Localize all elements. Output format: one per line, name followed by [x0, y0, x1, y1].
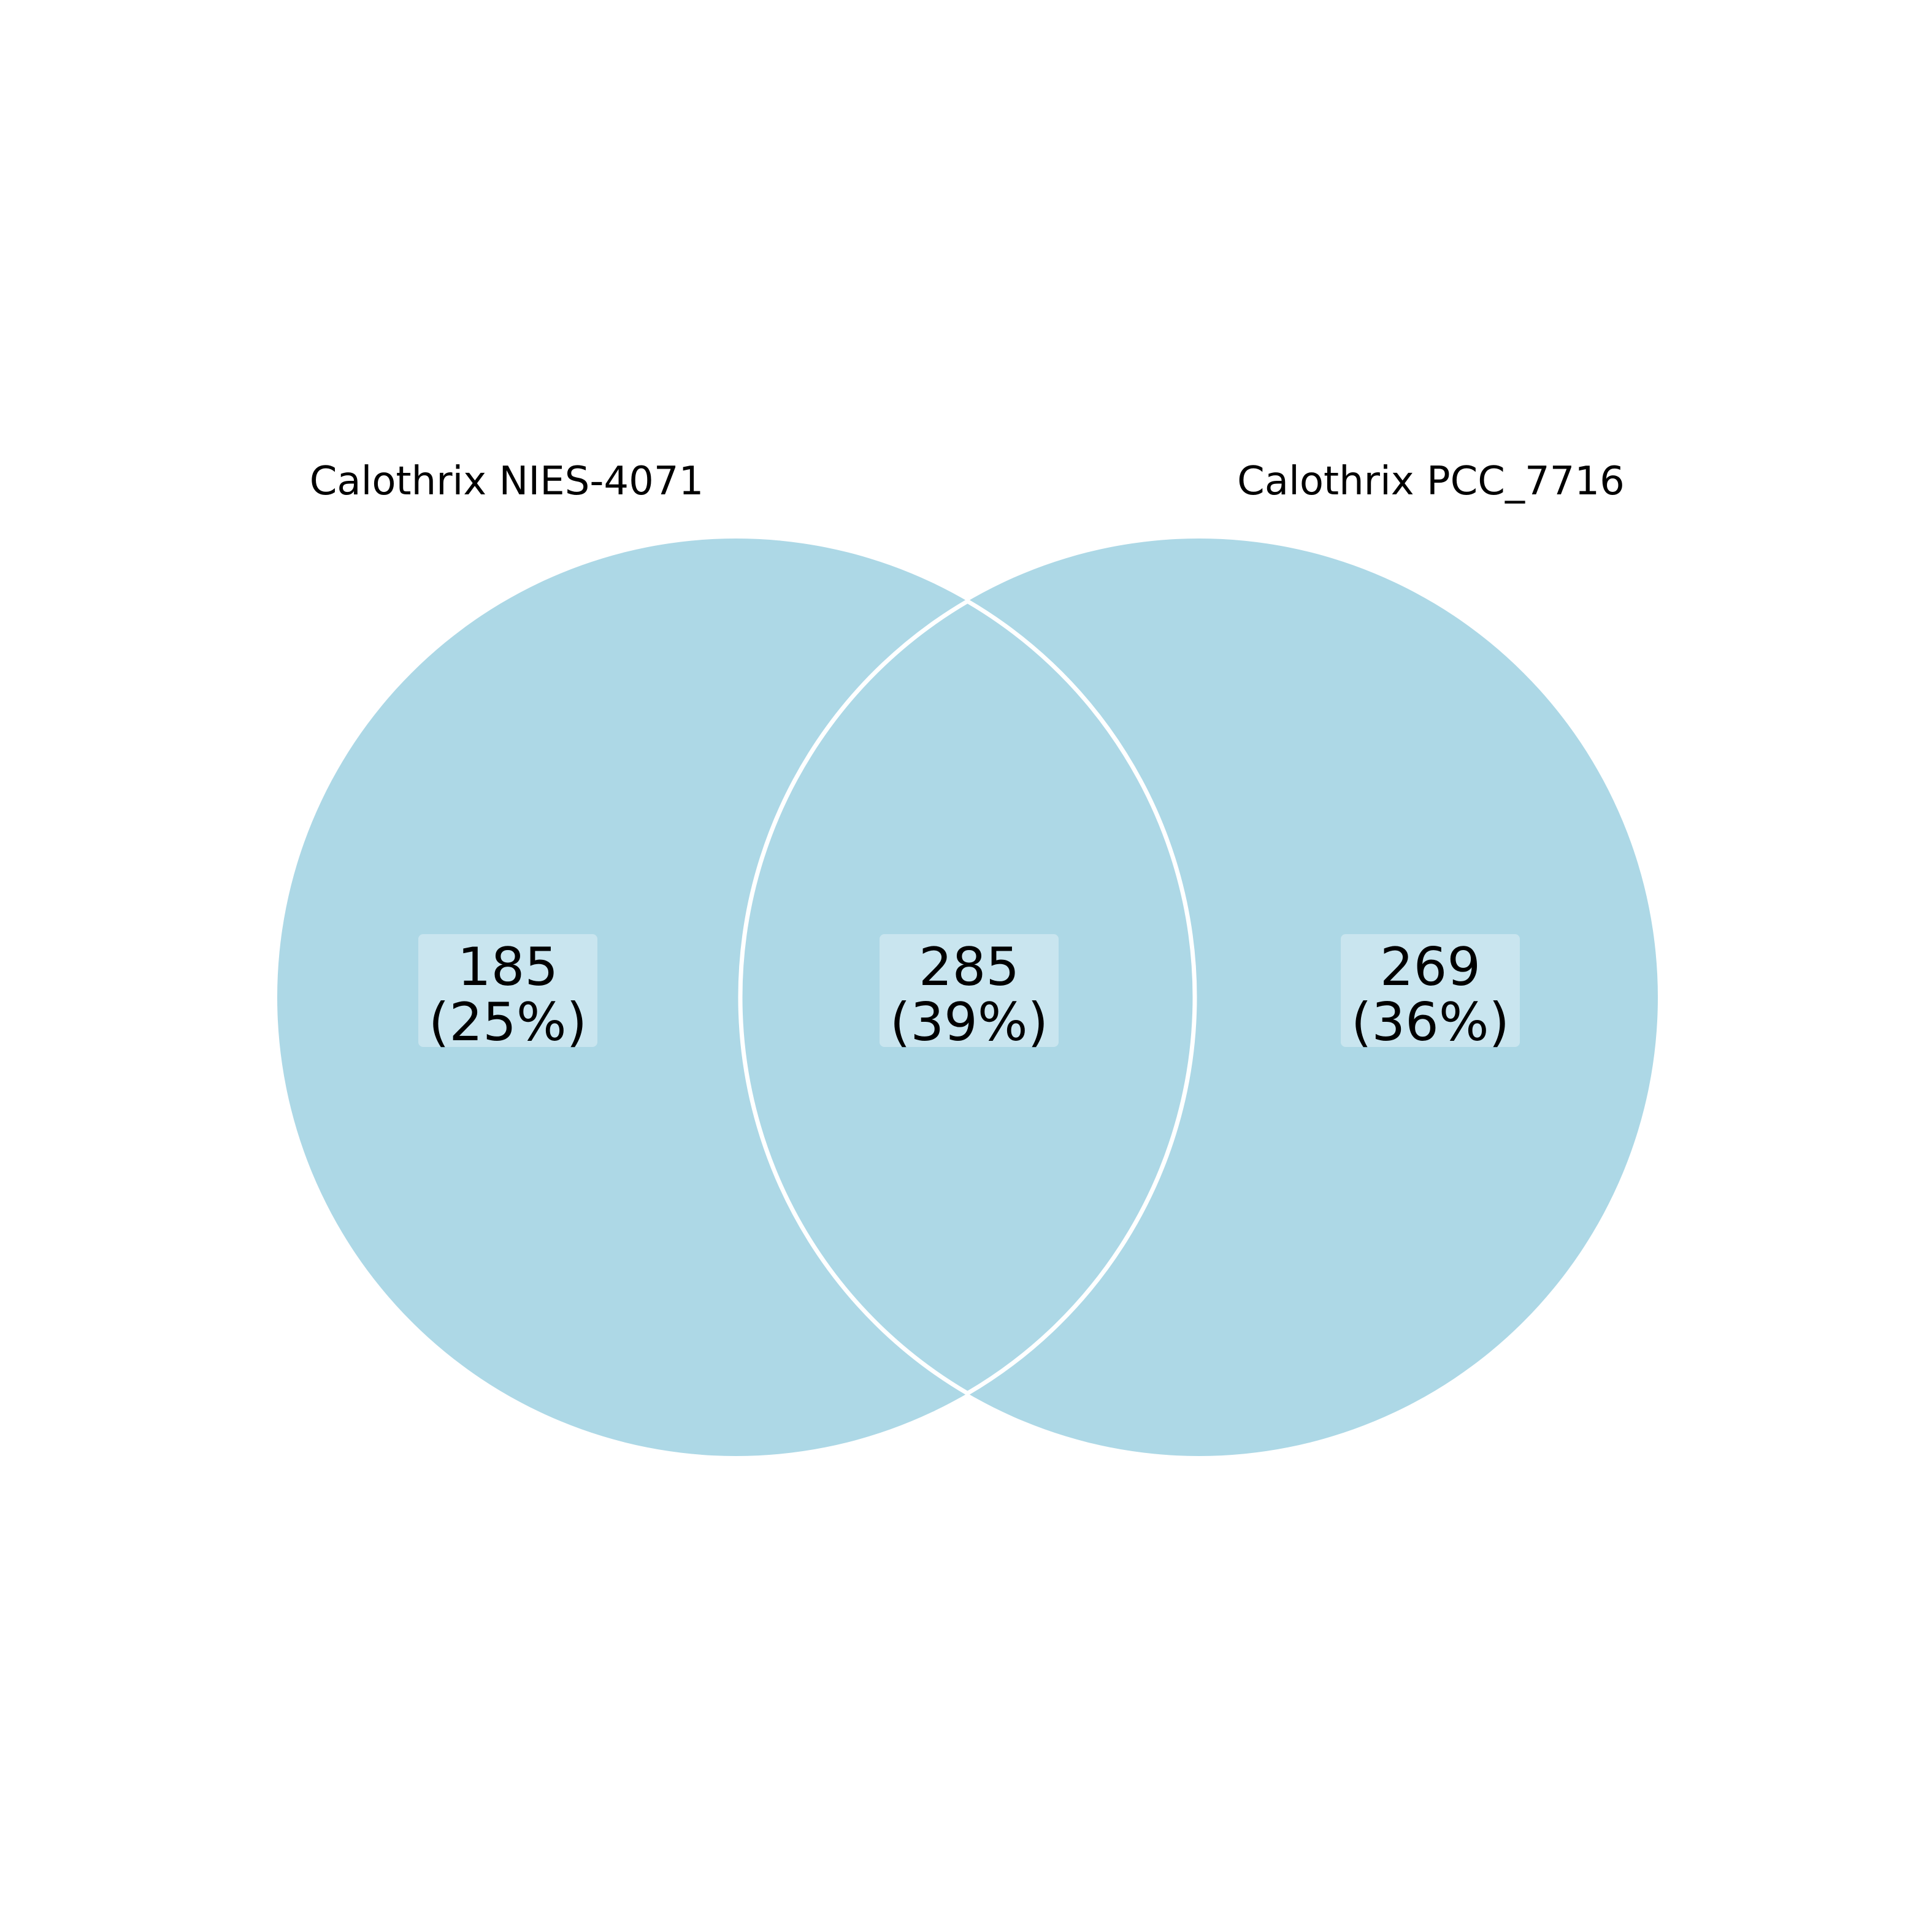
region-percent-right-only: (36%) — [1351, 992, 1509, 1053]
region-count-left-only: 185 — [458, 937, 558, 998]
region-right-only: 269 (36%) — [1341, 934, 1520, 1053]
region-label-box-right-only — [1341, 934, 1520, 1047]
set-label-left: Calothrix NIES-4071 — [310, 459, 704, 504]
region-percent-left-only: (25%) — [429, 992, 587, 1053]
region-shared: 285 (39%) — [880, 934, 1059, 1053]
region-count-shared: 285 — [919, 937, 1019, 998]
region-count-right-only: 269 — [1380, 937, 1481, 998]
intersection-outline — [738, 599, 1197, 1396]
region-label-box-left-only — [418, 934, 597, 1047]
set-label-right: Calothrix PCC_7716 — [1237, 459, 1625, 504]
region-percent-shared: (39%) — [890, 992, 1048, 1053]
region-label-box-shared — [880, 934, 1059, 1047]
set-circle-right — [740, 539, 1658, 1456]
region-left-only: 185 (25%) — [418, 934, 597, 1053]
